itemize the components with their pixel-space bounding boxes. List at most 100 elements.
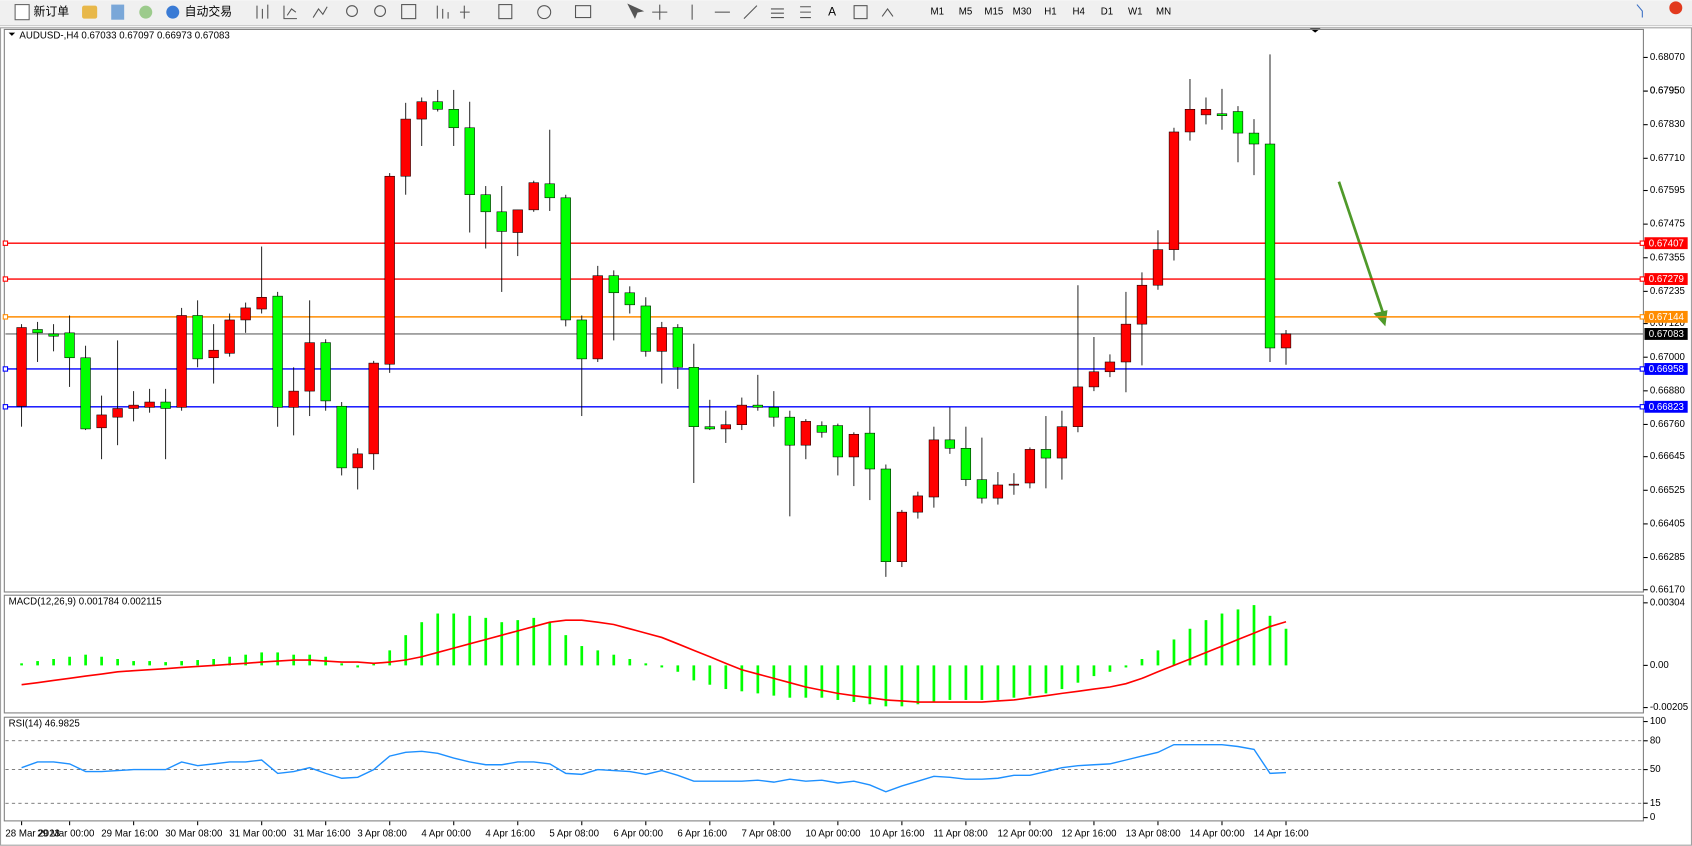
candle-body — [928, 439, 940, 498]
timeframe-button[interactable]: H1 — [1044, 7, 1056, 18]
candle-body — [944, 439, 956, 449]
x-tick-label: 29 Mar 16:00 — [101, 828, 159, 839]
candle-body — [368, 362, 379, 455]
x-tick-label: 10 Apr 16:00 — [869, 828, 925, 839]
y-tick-label: 0.67000 — [1650, 352, 1686, 363]
x-tick-label: 13 Apr 08:00 — [1126, 828, 1182, 839]
candle-body — [976, 479, 988, 499]
price-label-box — [1644, 328, 1688, 340]
candle-body — [464, 127, 475, 195]
candle-body — [1088, 371, 1100, 388]
auto-trading-icon[interactable] — [166, 5, 180, 19]
candle-body — [896, 511, 908, 562]
candle-body — [672, 327, 683, 368]
price-label: 0.67144 — [1649, 312, 1685, 323]
x-tick-label: 6 Apr 00:00 — [613, 828, 663, 839]
panel-title: RSI(14) 46.9825 — [9, 718, 80, 729]
candle-body — [432, 101, 443, 110]
timeframe-button[interactable]: M1 — [930, 7, 943, 18]
timeframe-button[interactable]: MN — [1156, 7, 1171, 18]
price-line-handle — [1639, 314, 1646, 320]
x-tick-label: 6 Apr 16:00 — [677, 828, 727, 839]
timeframe-button[interactable]: W1 — [1128, 7, 1143, 18]
timeframe-button[interactable]: M5 — [959, 7, 972, 18]
toolbar — [0, 0, 1692, 27]
candle-body — [1264, 143, 1276, 349]
candle-body — [1168, 131, 1180, 250]
price-line-handle — [2, 276, 9, 282]
candle-body — [832, 425, 843, 458]
new-order[interactable]: 新订单 — [33, 4, 69, 18]
x-tick-label: 10 Apr 00:00 — [805, 828, 861, 839]
x-tick-label: 14 Apr 16:00 — [1254, 828, 1310, 839]
candle-body — [416, 101, 427, 120]
y-tick-label: 0 — [1650, 812, 1656, 823]
price-line-handle — [1639, 404, 1646, 410]
candle-body — [688, 367, 699, 427]
price-label-box — [1644, 400, 1688, 413]
y-tick-label: 0.66170 — [1650, 584, 1686, 595]
candle-body — [320, 342, 331, 402]
icon[interactable] — [82, 5, 98, 19]
y-tick-label: 0.66880 — [1650, 385, 1686, 396]
y-tick-label: 0.66405 — [1650, 518, 1685, 529]
x-tick-label: 7 Apr 08:00 — [741, 828, 791, 839]
candle-body — [224, 319, 235, 354]
price-line-handle — [2, 366, 9, 372]
candle-body — [288, 390, 299, 408]
y-tick-label: 15 — [1650, 798, 1661, 809]
candle-body — [1056, 426, 1068, 459]
y-tick-label: 0.67830 — [1650, 119, 1686, 130]
price-label-box — [1644, 237, 1688, 250]
toolbar-icons[interactable] — [256, 3, 894, 20]
candle-body — [1216, 113, 1228, 116]
auto-trading[interactable]: 自动交易 — [185, 4, 232, 18]
candle-body — [208, 349, 219, 359]
annotation-arrow — [1337, 181, 1385, 314]
x-tick-label: 4 Apr 00:00 — [421, 828, 471, 839]
y-tick-label: 0.00 — [1650, 660, 1669, 671]
candle-body — [752, 404, 763, 408]
price-label-box — [1644, 363, 1688, 375]
icon[interactable] — [111, 4, 125, 20]
timeframe-button[interactable]: M15 — [984, 7, 1003, 18]
icon[interactable] — [139, 5, 153, 19]
candle-body — [1200, 108, 1212, 116]
candle-body — [800, 421, 811, 446]
panel-title: AUDUSD-,H4 0.67033 0.67097 0.66973 0.670… — [19, 30, 229, 41]
candle-body — [1040, 449, 1052, 459]
candle-body — [560, 197, 571, 321]
candle-body — [1152, 249, 1164, 286]
y-tick-label: 0.67595 — [1650, 185, 1685, 196]
candle-body — [448, 108, 459, 129]
price-line-handle — [1639, 276, 1646, 282]
timeframe-button[interactable]: M30 — [1013, 7, 1032, 18]
candle-body — [96, 414, 107, 429]
timeframes: M1 M5 M15 M30 H1 H4 D1 W1 MN — [930, 7, 1171, 18]
candle-body — [480, 194, 491, 213]
candle-body — [240, 307, 251, 321]
candle-body — [576, 319, 587, 360]
candle-body — [48, 333, 59, 337]
y-tick-label: 0.66285 — [1650, 552, 1685, 563]
y-tick-label: 0.67235 — [1650, 286, 1685, 297]
search-icon[interactable] — [1636, 4, 1643, 18]
text-tool[interactable]: A — [828, 4, 836, 18]
price-line-handle — [1639, 240, 1646, 246]
x-tick-label: 11 Apr 08:00 — [934, 828, 989, 839]
timeframe-button[interactable]: D1 — [1101, 7, 1113, 18]
new-order-icon[interactable] — [14, 4, 30, 21]
x-tick-label: 29 Mar 00:00 — [37, 828, 95, 839]
timeframe-button[interactable]: H4 — [1072, 7, 1085, 18]
candle-body — [192, 315, 203, 360]
candle-body — [608, 275, 619, 294]
candle-body — [512, 209, 523, 233]
y-tick-label: -0.00205 — [1650, 702, 1688, 713]
panel-frame — [3, 594, 1644, 714]
menu-arrow — [8, 32, 16, 36]
annotation-arrowhead — [1373, 310, 1388, 327]
candle-body — [1248, 132, 1260, 145]
candle-body — [592, 275, 603, 360]
price-label: 0.66823 — [1649, 402, 1684, 413]
